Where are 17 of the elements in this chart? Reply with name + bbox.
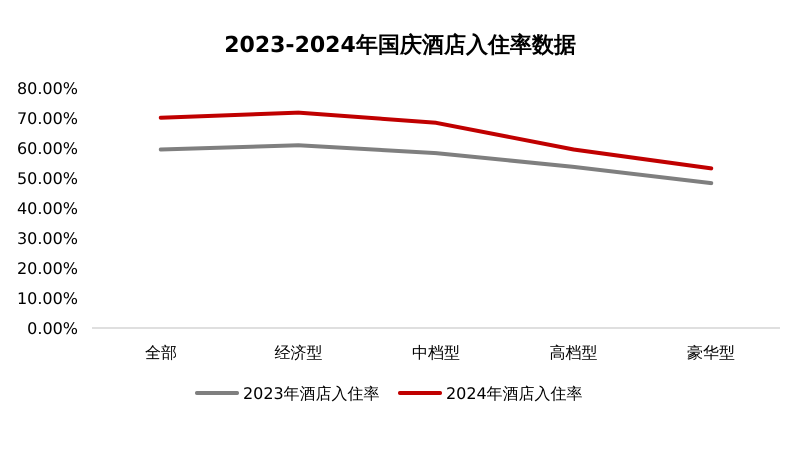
legend-label: 2024年酒店入住率 — [446, 384, 583, 403]
y-tick-label: 10.00% — [16, 289, 78, 308]
x-tick-label: 经济型 — [274, 343, 322, 362]
y-tick-label: 70.00% — [16, 109, 78, 128]
x-tick-label: 中档型 — [412, 343, 460, 362]
y-tick-label: 0.00% — [27, 319, 78, 338]
x-tick-label: 全部 — [144, 343, 177, 362]
x-tick-label: 豪华型 — [687, 343, 736, 362]
y-tick-label: 50.00% — [16, 169, 78, 188]
y-tick-label: 30.00% — [16, 229, 78, 248]
y-tick-label: 60.00% — [16, 139, 78, 158]
legend-label: 2023年酒店入住率 — [243, 384, 380, 403]
y-tick-label: 80.00% — [16, 79, 78, 98]
x-tick-label: 高档型 — [550, 343, 598, 362]
y-tick-label: 20.00% — [16, 259, 78, 278]
chart-title: 2023-2024年国庆酒店入住率数据 — [224, 32, 576, 58]
y-tick-label: 40.00% — [16, 199, 78, 218]
